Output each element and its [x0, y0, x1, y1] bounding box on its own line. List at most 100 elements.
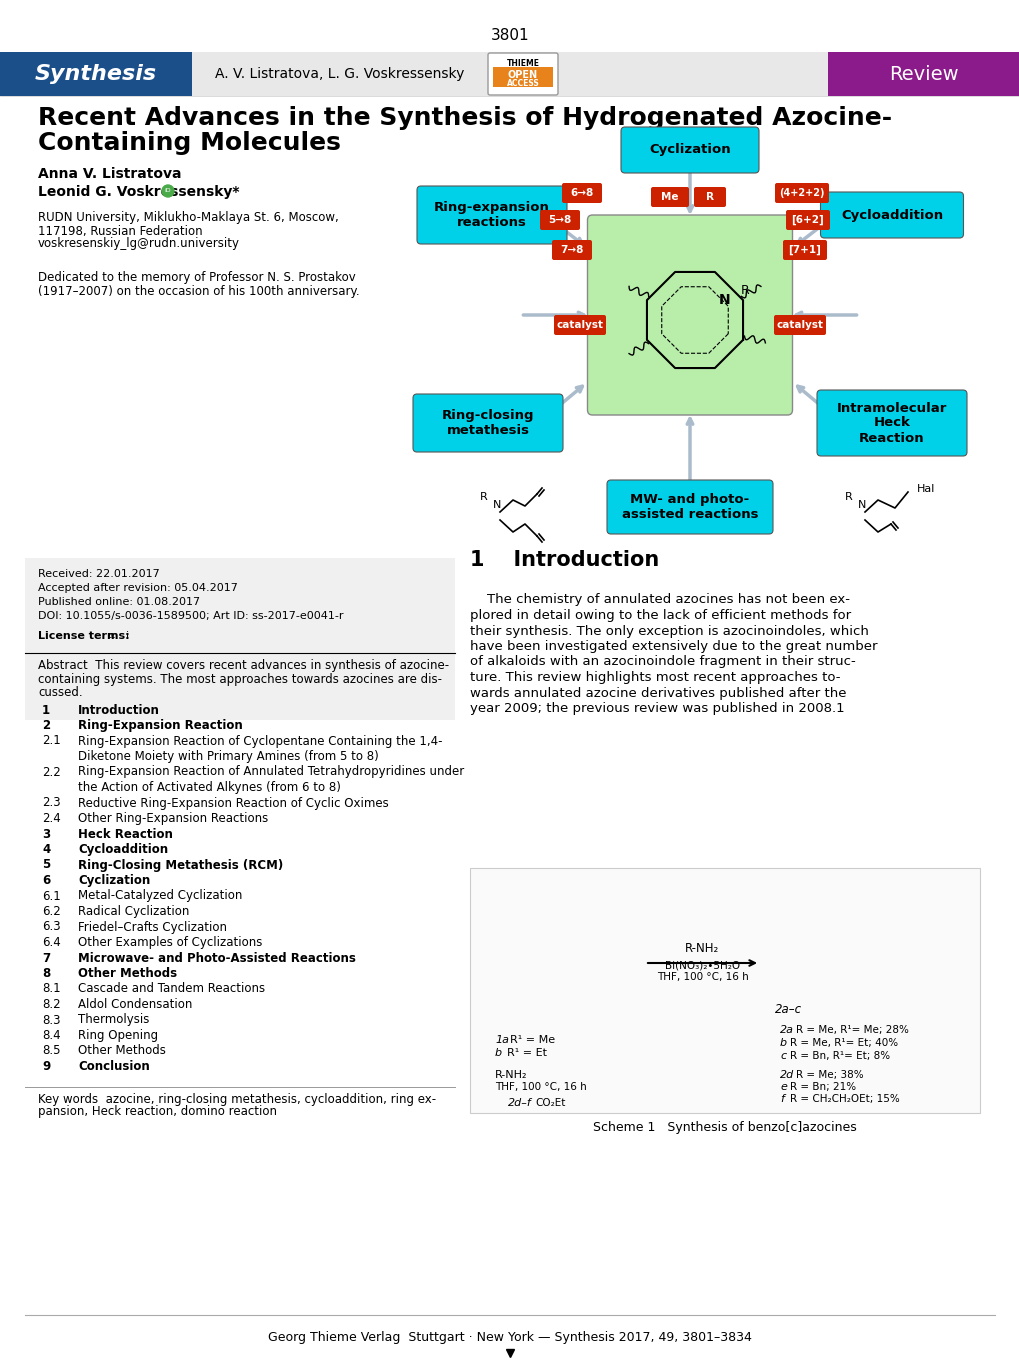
Text: MW- and photo-
assisted reactions: MW- and photo- assisted reactions [622, 494, 757, 521]
Text: Me: Me [660, 192, 678, 203]
Text: 6.4: 6.4 [42, 936, 61, 949]
Text: Other Ring-Expansion Reactions: Other Ring-Expansion Reactions [77, 812, 268, 826]
Bar [25, 558, 454, 719]
FancyBboxPatch shape [606, 480, 772, 534]
FancyBboxPatch shape [417, 186, 567, 243]
Text: e: e [780, 1083, 786, 1092]
Text: Intramolecular
Heck
Reaction: Intramolecular Heck Reaction [836, 401, 947, 445]
Text: R¹ = Me: R¹ = Me [510, 1035, 554, 1044]
Text: Other Methods: Other Methods [77, 967, 177, 981]
Circle shape [162, 185, 174, 197]
Text: 6.1: 6.1 [42, 889, 61, 903]
Text: R = Bn; 21%: R = Bn; 21% [790, 1083, 855, 1092]
Text: f: f [780, 1093, 784, 1104]
Text: 8.2: 8.2 [42, 998, 60, 1010]
FancyBboxPatch shape [551, 239, 591, 260]
FancyBboxPatch shape [553, 316, 605, 335]
Text: Leonid G. Voskressensky*: Leonid G. Voskressensky* [38, 185, 239, 199]
Text: 2a–c: 2a–c [774, 1004, 801, 1016]
Text: OPEN: OPEN [507, 69, 538, 80]
Text: N: N [857, 500, 865, 510]
Text: License terms:: License terms: [38, 631, 129, 641]
Text: ACCESS: ACCESS [506, 79, 539, 88]
Text: cc: cc [108, 631, 116, 641]
Text: Bi(NO₃)₂•5H₂O: Bi(NO₃)₂•5H₂O [664, 960, 740, 970]
Text: catalyst: catalyst [556, 320, 603, 330]
FancyBboxPatch shape [816, 390, 966, 456]
FancyBboxPatch shape [587, 215, 792, 415]
Text: 2d: 2d [780, 1070, 794, 1080]
Text: 8.4: 8.4 [42, 1030, 60, 1042]
Text: R = Me, R¹= Et; 40%: R = Me, R¹= Et; 40% [790, 1038, 898, 1049]
Text: 8.5: 8.5 [42, 1044, 60, 1058]
Text: b: b [780, 1038, 787, 1049]
FancyBboxPatch shape [773, 316, 825, 335]
Text: 1    Introduction: 1 Introduction [470, 549, 658, 570]
FancyBboxPatch shape [621, 126, 758, 173]
Text: Diketone Moiety with Primary Amines (from 5 to 8): Diketone Moiety with Primary Amines (fro… [77, 749, 378, 763]
Text: Recent Advances in the Synthesis of Hydrogenated Azocine-: Recent Advances in the Synthesis of Hydr… [38, 106, 892, 131]
Text: 8: 8 [42, 967, 50, 981]
Bar [0, 52, 192, 97]
Text: Containing Molecules: Containing Molecules [38, 131, 340, 155]
Text: 1: 1 [42, 703, 50, 717]
Text: of alkaloids with an azocinoindole fragment in their struc-: of alkaloids with an azocinoindole fragm… [470, 656, 855, 669]
Text: Cascade and Tandem Reactions: Cascade and Tandem Reactions [77, 982, 265, 996]
Text: have been investigated extensively due to the great number: have been investigated extensively due t… [470, 641, 876, 653]
Text: Radical Cyclization: Radical Cyclization [77, 904, 190, 918]
Text: Friedel–Crafts Cyclization: Friedel–Crafts Cyclization [77, 921, 227, 933]
Text: plored in detail owing to the lack of efficient methods for: plored in detail owing to the lack of ef… [470, 609, 850, 622]
Text: R: R [844, 492, 852, 502]
Text: Ring-Expansion Reaction of Cyclopentane Containing the 1,4-: Ring-Expansion Reaction of Cyclopentane … [77, 734, 442, 748]
Text: 9: 9 [42, 1059, 50, 1073]
Text: c: c [780, 1051, 786, 1061]
Text: Metal-Catalyzed Cyclization: Metal-Catalyzed Cyclization [77, 889, 243, 903]
Text: Cycloaddition: Cycloaddition [77, 843, 168, 855]
Text: Georg Thieme Verlag  Stuttgart · New York — Synthesis 2017, 49, 3801–3834: Georg Thieme Verlag Stuttgart · New York… [268, 1330, 751, 1344]
Text: R-NH₂: R-NH₂ [494, 1070, 527, 1080]
Text: wards annulated azocine derivatives published after the: wards annulated azocine derivatives publ… [470, 687, 846, 699]
Text: R: R [740, 283, 749, 296]
FancyBboxPatch shape [693, 188, 726, 207]
Text: Review: Review [889, 64, 958, 83]
Text: 6.2: 6.2 [42, 904, 61, 918]
Text: Published online: 01.08.2017: Published online: 01.08.2017 [38, 597, 200, 607]
Text: Dedicated to the memory of Professor N. S. Prostakov: Dedicated to the memory of Professor N. … [38, 272, 356, 284]
Text: THF, 100 °C, 16 h: THF, 100 °C, 16 h [494, 1083, 586, 1092]
Text: Ring-Expansion Reaction: Ring-Expansion Reaction [77, 719, 243, 732]
Text: 4: 4 [42, 843, 50, 855]
Text: Anna V. Listratova: Anna V. Listratova [38, 167, 181, 181]
FancyBboxPatch shape [539, 209, 580, 230]
Text: Hal: Hal [916, 484, 934, 494]
Text: [7+1]: [7+1] [788, 245, 820, 256]
Text: 2: 2 [42, 719, 50, 732]
Text: Cyclization: Cyclization [648, 144, 730, 156]
Text: 8.1: 8.1 [42, 982, 60, 996]
FancyBboxPatch shape [774, 184, 828, 203]
Text: Aldol Condensation: Aldol Condensation [77, 998, 193, 1010]
Text: Synthesis: Synthesis [35, 64, 157, 84]
Text: containing systems. The most approaches towards azocines are dis-: containing systems. The most approaches … [38, 672, 441, 685]
FancyBboxPatch shape [786, 209, 829, 230]
Text: 2.2: 2.2 [42, 766, 61, 778]
Text: R = Bn, R¹= Et; 8%: R = Bn, R¹= Et; 8% [790, 1051, 890, 1061]
Text: Ring-Closing Metathesis (RCM): Ring-Closing Metathesis (RCM) [77, 858, 283, 872]
Text: Introduction: Introduction [77, 703, 160, 717]
FancyBboxPatch shape [650, 188, 688, 207]
Text: iD: iD [164, 189, 171, 193]
Text: R = CH₂CH₂OEt; 15%: R = CH₂CH₂OEt; 15% [790, 1093, 899, 1104]
Bar [470, 868, 979, 1112]
Text: R-NH₂: R-NH₂ [685, 942, 719, 956]
Text: i: i [126, 631, 129, 641]
Text: Abstract  This review covers recent advances in synthesis of azocine-: Abstract This review covers recent advan… [38, 660, 448, 672]
Text: Reductive Ring-Expansion Reaction of Cyclic Oximes: Reductive Ring-Expansion Reaction of Cyc… [77, 797, 388, 809]
FancyBboxPatch shape [819, 192, 963, 238]
Text: Other Examples of Cyclizations: Other Examples of Cyclizations [77, 936, 262, 949]
Text: b: b [494, 1049, 501, 1058]
Text: Ring Opening: Ring Opening [77, 1030, 158, 1042]
Text: 2.1: 2.1 [42, 734, 61, 748]
Text: 117198, Russian Federation: 117198, Russian Federation [38, 224, 203, 238]
Text: year 2009; the previous review was published in 2008.1: year 2009; the previous review was publi… [470, 702, 844, 715]
Text: 2a: 2a [780, 1025, 793, 1035]
Bar [0, 52, 1019, 97]
